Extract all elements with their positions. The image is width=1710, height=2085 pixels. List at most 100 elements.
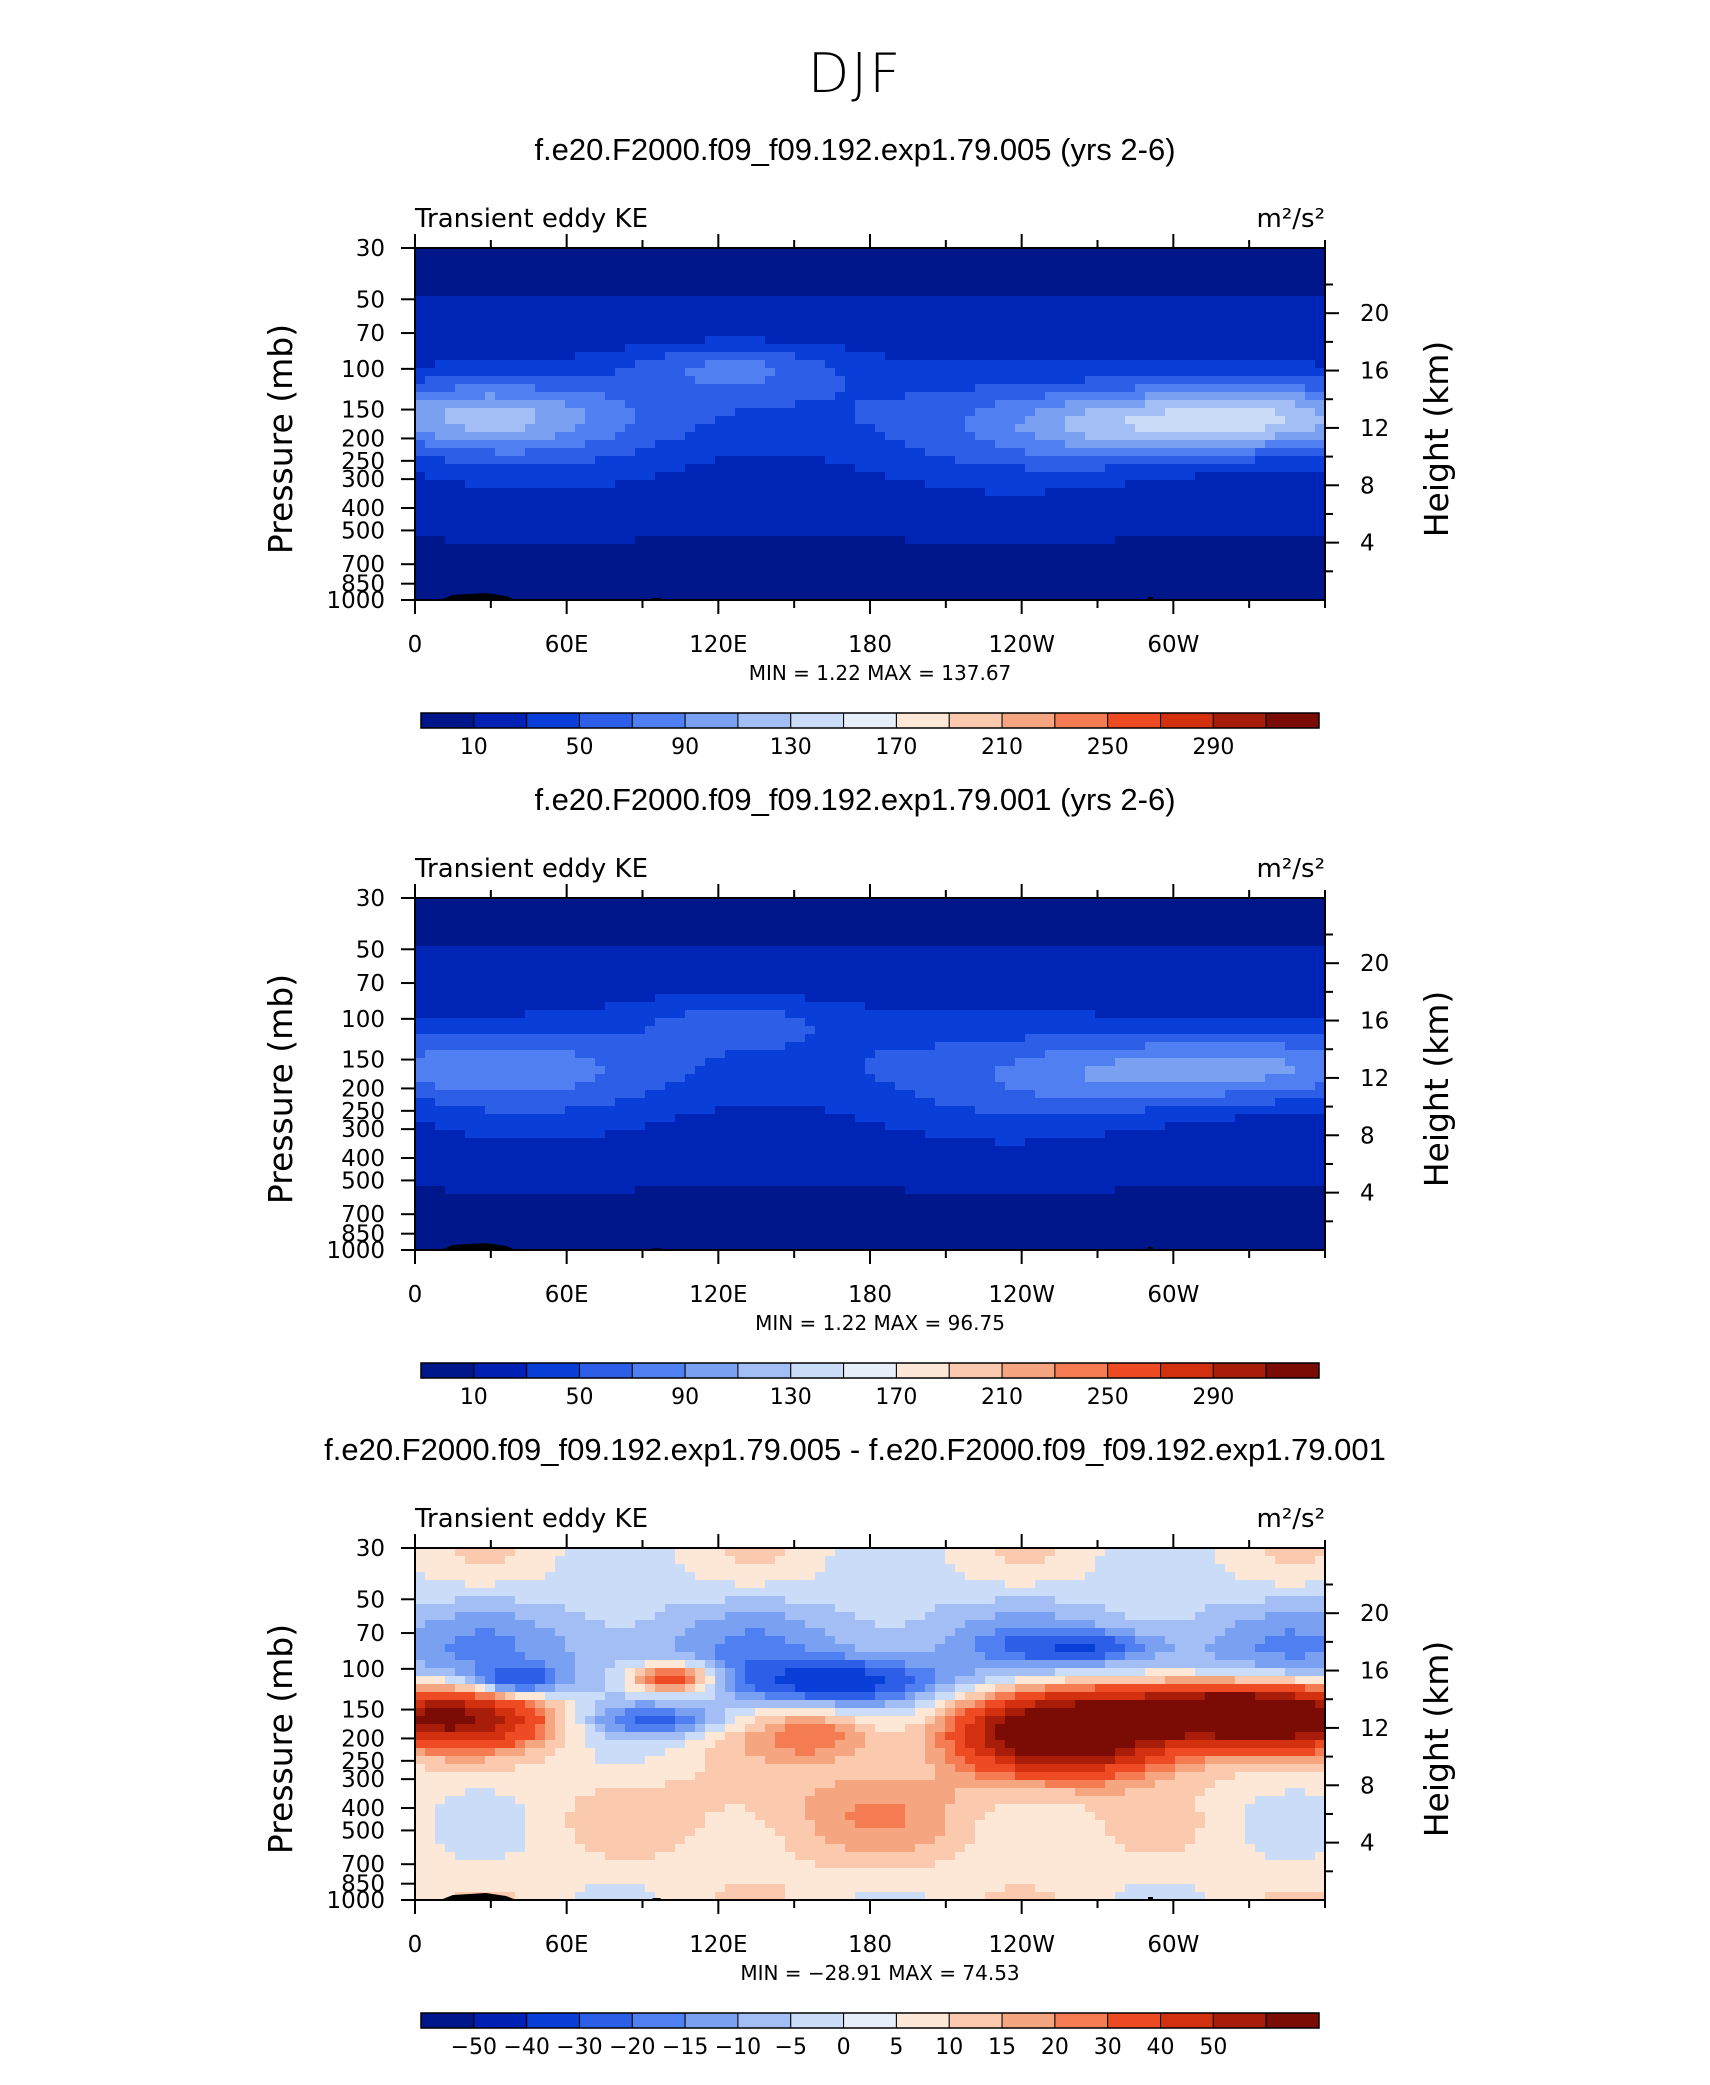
heatmap-cell bbox=[1195, 906, 1206, 915]
heatmap-cell bbox=[475, 560, 486, 569]
heatmap-cell bbox=[585, 344, 596, 353]
heatmap-cell bbox=[985, 344, 996, 353]
heatmap-cell bbox=[745, 560, 756, 569]
heatmap-cell bbox=[655, 464, 666, 473]
heatmap-cell bbox=[975, 424, 986, 433]
heatmap-cell bbox=[1115, 576, 1126, 585]
heatmap-cell bbox=[525, 296, 536, 305]
heatmap-cell bbox=[1255, 400, 1266, 409]
heatmap-cell bbox=[1245, 288, 1256, 297]
heatmap-cell bbox=[465, 552, 476, 561]
heatmap-cell bbox=[885, 272, 896, 281]
heatmap-cell bbox=[1095, 456, 1106, 465]
heatmap-cell bbox=[1205, 352, 1216, 361]
heatmap-cell bbox=[1135, 360, 1146, 369]
heatmap-cell bbox=[1055, 304, 1066, 313]
heatmap-cell bbox=[1175, 440, 1186, 449]
heatmap-cell bbox=[1185, 400, 1196, 409]
heatmap-cell bbox=[1135, 296, 1146, 305]
heatmap-cell bbox=[645, 376, 656, 385]
heatmap-cell bbox=[415, 288, 426, 297]
heatmap-cell bbox=[1025, 328, 1036, 337]
heatmap-cell bbox=[455, 448, 466, 457]
heatmap-cell bbox=[1195, 584, 1206, 593]
heatmap-cell bbox=[845, 376, 856, 385]
heatmap-cell bbox=[825, 432, 836, 441]
heatmap-cell bbox=[1175, 288, 1186, 297]
heatmap-cell bbox=[455, 248, 466, 257]
heatmap-cell bbox=[435, 272, 446, 281]
heatmap-cell bbox=[515, 962, 526, 971]
heatmap-cell bbox=[1085, 528, 1096, 537]
heatmap-cell bbox=[865, 400, 876, 409]
heatmap-cell bbox=[1165, 336, 1176, 345]
heatmap-cell bbox=[1215, 304, 1226, 313]
heatmap-cell bbox=[1095, 528, 1106, 537]
heatmap-cell bbox=[1255, 584, 1266, 593]
heatmap-cell bbox=[805, 480, 816, 489]
heatmap-cell bbox=[655, 576, 666, 585]
heatmap-cell bbox=[465, 432, 476, 441]
heatmap-cell bbox=[565, 472, 576, 481]
heatmap-cell bbox=[895, 512, 906, 521]
heatmap-cell bbox=[1285, 898, 1296, 907]
heatmap-cell bbox=[955, 914, 966, 923]
heatmap-cell bbox=[505, 584, 516, 593]
heatmap-cell bbox=[705, 304, 716, 313]
heatmap-cell bbox=[595, 512, 606, 521]
heatmap-cell bbox=[1065, 288, 1076, 297]
heatmap-cell bbox=[495, 560, 506, 569]
heatmap-cell bbox=[595, 962, 606, 971]
heatmap-cell bbox=[1265, 296, 1276, 305]
heatmap-cell bbox=[965, 384, 976, 393]
heatmap-cell bbox=[715, 360, 726, 369]
heatmap-cell bbox=[725, 898, 736, 907]
heatmap-cell bbox=[845, 408, 856, 417]
heatmap-cell bbox=[1005, 544, 1016, 553]
heatmap-cell bbox=[1305, 914, 1316, 923]
heatmap-cell bbox=[715, 256, 726, 265]
heatmap-cell bbox=[1205, 496, 1216, 505]
heatmap-cell bbox=[525, 376, 536, 385]
heatmap-cell bbox=[765, 424, 776, 433]
heatmap-field bbox=[415, 898, 1326, 1251]
heatmap-cell bbox=[1235, 424, 1246, 433]
heatmap-cell bbox=[905, 906, 916, 915]
heatmap-cell bbox=[1075, 472, 1086, 481]
heatmap-cell bbox=[995, 352, 1006, 361]
heatmap-cell bbox=[845, 280, 856, 289]
heatmap-cell bbox=[1145, 528, 1156, 537]
heatmap-cell bbox=[945, 376, 956, 385]
heatmap-cell bbox=[835, 496, 846, 505]
heatmap-cell bbox=[1215, 320, 1226, 329]
heatmap-cell bbox=[795, 954, 806, 963]
heatmap-cell bbox=[1215, 528, 1226, 537]
heatmap-cell bbox=[545, 898, 556, 907]
heatmap-cell bbox=[415, 552, 426, 561]
heatmap-cell bbox=[575, 400, 586, 409]
heatmap-cell bbox=[695, 938, 706, 947]
heatmap-cell bbox=[775, 424, 786, 433]
heatmap-cell bbox=[1065, 440, 1076, 449]
heatmap-cell bbox=[1175, 264, 1186, 273]
heatmap-cell bbox=[545, 456, 556, 465]
heatmap-cell bbox=[1175, 536, 1186, 545]
heatmap-cell bbox=[905, 328, 916, 337]
heatmap-cell bbox=[845, 560, 856, 569]
heatmap-cell bbox=[465, 938, 476, 947]
heatmap-cell bbox=[955, 416, 966, 425]
heatmap-cell bbox=[625, 264, 636, 273]
heatmap-cell bbox=[915, 416, 926, 425]
heatmap-cell bbox=[505, 448, 516, 457]
heatmap-cell bbox=[595, 376, 606, 385]
heatmap-cell bbox=[715, 528, 726, 537]
heatmap-cell bbox=[695, 432, 706, 441]
heatmap-cell bbox=[965, 954, 976, 963]
heatmap-cell bbox=[685, 576, 696, 585]
heatmap-cell bbox=[1165, 400, 1176, 409]
heatmap-cell bbox=[615, 584, 626, 593]
heatmap-cell bbox=[1155, 898, 1166, 907]
heatmap-cell bbox=[1185, 496, 1196, 505]
heatmap-cell bbox=[635, 432, 646, 441]
heatmap-cell bbox=[765, 898, 776, 907]
